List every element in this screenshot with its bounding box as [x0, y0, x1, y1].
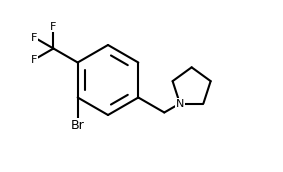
Text: F: F — [31, 33, 38, 42]
Text: N: N — [176, 99, 184, 109]
Text: Br: Br — [71, 119, 85, 132]
Text: F: F — [31, 55, 38, 64]
Text: F: F — [50, 22, 57, 31]
